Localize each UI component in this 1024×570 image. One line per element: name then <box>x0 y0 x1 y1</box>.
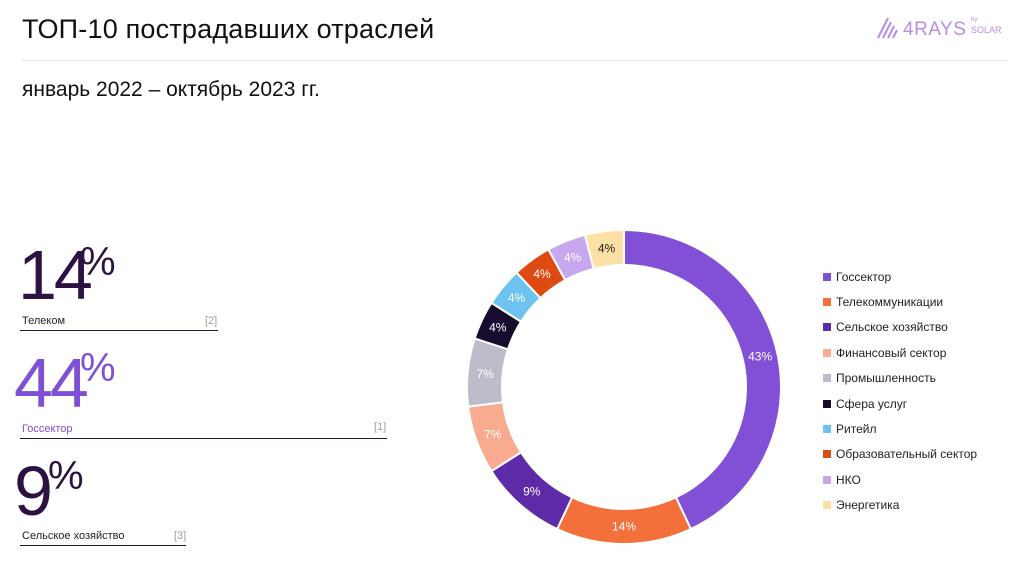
legend-swatch <box>823 323 831 332</box>
stat-underline <box>20 438 387 439</box>
stat-agriculture: 9 % Сельское хозяйство [3] <box>14 454 189 548</box>
donut-data-label-5: 7% <box>476 367 494 381</box>
stat-underline <box>20 330 218 331</box>
legend-swatch <box>823 475 831 484</box>
stat-government: 44 % Госсектор [1] <box>14 346 389 440</box>
header-divider <box>22 60 1008 61</box>
legend-item: Образовательный сектор <box>823 442 977 467</box>
legend-label: Сфера услуг <box>836 396 908 411</box>
legend-item: НКО <box>823 467 977 492</box>
donut-slice-10 <box>583 228 625 271</box>
legend-label: Энергетика <box>836 498 900 513</box>
legend-swatch <box>823 298 831 307</box>
legend-label: Финансовый сектор <box>836 345 947 360</box>
legend-item: Сельское хозяйство <box>823 315 977 340</box>
legend-swatch <box>823 399 831 408</box>
donut-chart: 43% 14% 9% 7% 7% 4% 4% 4% 4% 4% <box>440 215 820 560</box>
legend-item: Телекоммуникации <box>823 289 977 314</box>
donut-data-label-3: 9% <box>523 485 541 499</box>
legend-label: Промышленность <box>836 371 936 386</box>
stat-rank: [1] <box>374 421 387 433</box>
donut-data-label-9: 4% <box>564 250 582 264</box>
stat-underline <box>20 545 186 546</box>
page-subtitle: январь 2022 – октябрь 2023 гг. <box>22 78 320 101</box>
legend-swatch <box>823 425 831 434</box>
logo-by: by <box>971 17 978 23</box>
legend-swatch <box>823 501 831 510</box>
legend-item: Финансовый сектор <box>823 340 977 365</box>
stat-rank: [3] <box>174 530 187 542</box>
donut-slice-1 <box>623 228 782 531</box>
page-title: ТОП-10 пострадавших отраслей <box>22 14 435 44</box>
chart-legend: Госсектор Телекоммуникации Сельское хозяйс… <box>823 264 977 518</box>
legend-item: Госсектор <box>823 264 977 289</box>
donut-data-label-7: 4% <box>508 291 526 305</box>
legend-item: Промышленность <box>823 366 977 391</box>
legend-label: Телекоммуникации <box>836 295 944 310</box>
legend-label: Сельское хозяйство <box>836 320 948 335</box>
legend-item: Энергетика <box>823 493 977 518</box>
stat-rank: [2] <box>205 315 218 327</box>
stat-label: Госсектор <box>22 423 73 435</box>
stat-telecom: 14 % Телеком [2] <box>18 240 220 332</box>
stat-percent-sign: % <box>48 454 84 498</box>
stat-percent-sign: % <box>80 240 116 284</box>
stat-value: 9 <box>14 452 53 530</box>
logo: 4RAYS by SOLAR <box>876 14 1006 46</box>
donut-data-label-1: 43% <box>748 350 772 364</box>
legend-swatch <box>823 450 831 459</box>
legend-swatch <box>823 348 831 357</box>
donut-data-label-4: 7% <box>484 427 502 441</box>
legend-item: Сфера услуг <box>823 391 977 416</box>
legend-swatch <box>823 374 831 383</box>
legend-label: Ритейл <box>836 422 877 437</box>
legend-item: Ритейл <box>823 416 977 441</box>
donut-data-label-6: 4% <box>489 321 507 335</box>
stat-value: 14 <box>18 236 93 314</box>
logo-brand: 4RAYS <box>903 19 967 40</box>
donut-data-label-8: 4% <box>533 267 551 281</box>
stat-percent-sign: % <box>80 346 116 390</box>
donut-data-label-2: 14% <box>612 520 636 534</box>
donut-data-label-10: 4% <box>598 242 616 256</box>
legend-label: Госсектор <box>836 269 892 284</box>
logo-company: SOLAR <box>971 25 1002 35</box>
stat-label: Телеком <box>22 315 66 327</box>
legend-swatch <box>823 272 831 281</box>
legend-label: НКО <box>836 472 861 487</box>
legend-label: Образовательный сектор <box>836 447 978 462</box>
stat-label: Сельское хозяйство <box>22 530 125 542</box>
rays-logo-icon <box>877 17 898 39</box>
donut-chart-svg: 43% 14% 9% 7% 7% 4% 4% 4% 4% 4% <box>466 228 782 545</box>
stat-value: 44 <box>14 344 89 422</box>
